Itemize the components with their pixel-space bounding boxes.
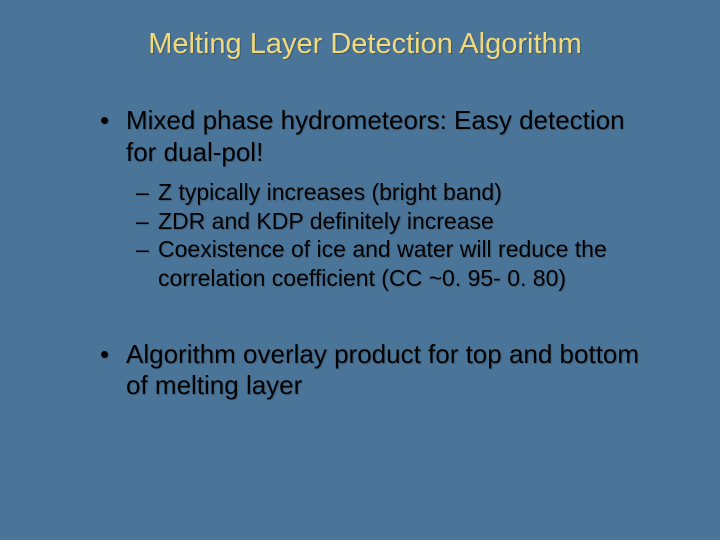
sub-bullet-text: Z typically increases (bright band) bbox=[158, 179, 502, 205]
sub-bullet-list: Z typically increases (bright band) ZDR … bbox=[136, 178, 650, 292]
bullet-level1: Mixed phase hydrometeors: Easy detection… bbox=[100, 105, 650, 168]
sub-bullet-text: Coexistence of ice and water will reduce… bbox=[158, 236, 607, 291]
bullet-text: Algorithm overlay product for top and bo… bbox=[126, 339, 639, 401]
bullet-level1: Algorithm overlay product for top and bo… bbox=[100, 339, 650, 402]
bullet-text: Mixed phase hydrometeors: Easy detection… bbox=[126, 105, 625, 167]
slide-title: Melting Layer Detection Algorithm bbox=[80, 28, 650, 61]
sub-bullet-text: ZDR and KDP definitely increase bbox=[158, 208, 494, 234]
bullet-level2: Coexistence of ice and water will reduce… bbox=[136, 235, 650, 292]
bullet-level2: ZDR and KDP definitely increase bbox=[136, 207, 650, 236]
bullet-level2: Z typically increases (bright band) bbox=[136, 178, 650, 207]
